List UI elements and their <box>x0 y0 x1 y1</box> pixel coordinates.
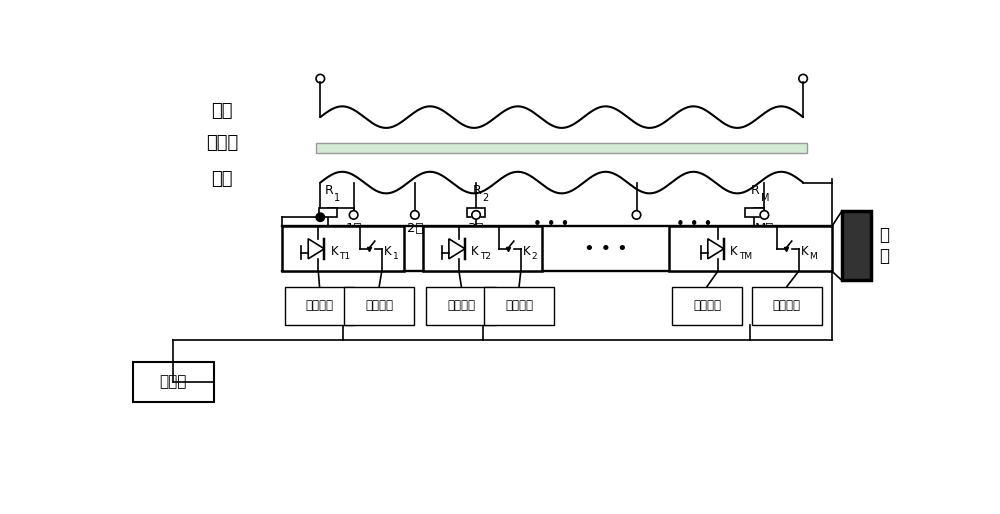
Text: K: K <box>523 245 531 259</box>
Text: 电流检测: 电流检测 <box>505 299 533 313</box>
Bar <box>672 286 742 325</box>
Text: 电流检测: 电流检测 <box>773 299 801 313</box>
Text: 3档: 3档 <box>468 222 484 235</box>
Text: R: R <box>324 184 333 197</box>
Text: 副边: 副边 <box>211 170 233 188</box>
Text: • • •: • • • <box>676 217 713 232</box>
Text: 变压器: 变压器 <box>206 134 238 152</box>
Bar <box>133 362 214 402</box>
Circle shape <box>411 211 419 219</box>
Circle shape <box>760 211 769 219</box>
Text: 电流检测: 电流检测 <box>693 299 721 313</box>
Text: K: K <box>331 245 338 259</box>
Text: TM: TM <box>739 252 752 261</box>
Bar <box>316 142 807 153</box>
Text: 1: 1 <box>393 252 398 261</box>
Text: 2: 2 <box>482 193 489 203</box>
Text: T1: T1 <box>339 252 350 261</box>
Text: 原边: 原边 <box>211 102 233 120</box>
Bar <box>467 208 485 217</box>
Bar <box>319 208 337 217</box>
Text: 电流检测: 电流检测 <box>447 299 475 313</box>
Text: R: R <box>472 184 481 197</box>
Text: 1档: 1档 <box>345 222 362 235</box>
Circle shape <box>349 211 358 219</box>
Text: • • •: • • • <box>584 240 627 258</box>
Text: K: K <box>471 245 479 259</box>
Text: 电流检测: 电流检测 <box>306 299 334 313</box>
Text: R: R <box>751 184 759 197</box>
Text: T2: T2 <box>480 252 491 261</box>
Bar <box>426 286 496 325</box>
Bar <box>423 227 542 271</box>
Circle shape <box>472 211 480 219</box>
Text: 电流检测: 电流检测 <box>365 299 393 313</box>
Text: M: M <box>810 252 817 261</box>
Text: M: M <box>761 193 769 203</box>
Text: • • •: • • • <box>533 217 569 232</box>
Text: 负
载: 负 载 <box>879 226 889 265</box>
Bar <box>669 227 832 271</box>
Circle shape <box>632 211 641 219</box>
Text: M档: M档 <box>755 222 774 235</box>
Bar <box>842 211 871 280</box>
Text: 1: 1 <box>334 193 340 203</box>
Bar <box>285 286 354 325</box>
Circle shape <box>316 213 325 222</box>
Text: K: K <box>801 245 809 259</box>
Text: 控制器: 控制器 <box>160 375 187 390</box>
Bar <box>752 286 822 325</box>
Bar <box>282 227 404 271</box>
Text: 2: 2 <box>532 252 537 261</box>
Text: 2档: 2档 <box>407 222 423 235</box>
Text: K: K <box>730 245 738 259</box>
Text: K: K <box>384 245 392 259</box>
Bar <box>745 208 764 217</box>
Bar <box>344 286 414 325</box>
Bar <box>484 286 554 325</box>
